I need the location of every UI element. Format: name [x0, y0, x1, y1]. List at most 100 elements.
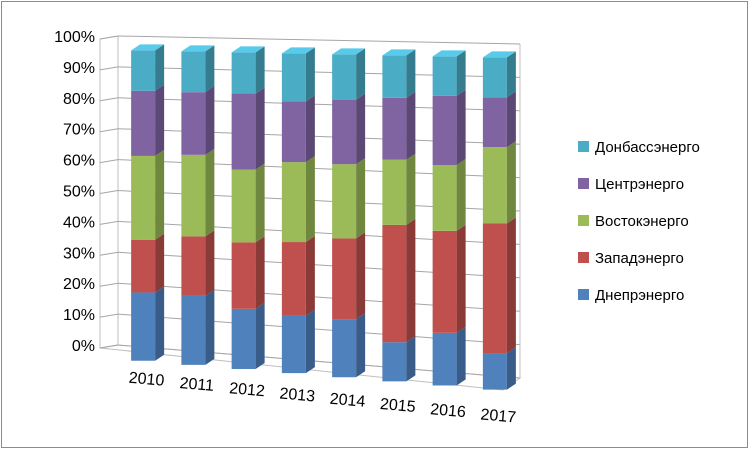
y-tick-label: 90%	[63, 60, 95, 77]
bar-segment-side	[456, 326, 466, 386]
bar-segment-side	[456, 224, 466, 333]
bar-segment	[432, 165, 457, 231]
bar-segment-side	[205, 148, 215, 237]
bar-segment-side	[356, 232, 366, 320]
bar-segment	[332, 99, 357, 165]
bar-segment	[482, 223, 507, 354]
bar-segment-side	[155, 233, 165, 293]
gridline-depth	[99, 66, 119, 71]
bar-segment	[281, 242, 306, 316]
bar-top	[181, 45, 215, 52]
bar-segment	[181, 295, 206, 365]
y-tick-label: 10%	[63, 307, 95, 324]
bar-segment-side	[356, 313, 366, 378]
bar-segment	[131, 90, 156, 156]
bar-segment-side	[255, 302, 265, 369]
bar-segment	[181, 154, 206, 237]
gridline-depth	[99, 97, 119, 102]
x-tick-label: 2017	[480, 406, 517, 426]
bar-segment	[432, 56, 457, 96]
bar-segment-side	[506, 141, 516, 224]
legend-swatch	[578, 252, 589, 263]
bar-segment-side	[205, 230, 215, 296]
x-tick-label: 2014	[329, 391, 366, 411]
legend-label: Западэнерго	[595, 250, 684, 267]
bar-segment	[332, 319, 357, 378]
bar-segment-side	[305, 47, 315, 102]
gridline-depth	[99, 282, 119, 287]
bar-segment-side	[205, 86, 215, 155]
legend: Донбассэнерго Центрэнерго Востокэнерго Запа…	[578, 139, 700, 304]
bar-segment-side	[305, 309, 315, 374]
bar-segment	[332, 238, 357, 320]
gridline-depth	[99, 251, 119, 256]
x-tick-label: 2015	[379, 396, 416, 416]
bar-segment	[131, 155, 156, 240]
bar-segment	[281, 53, 306, 102]
bar-segment	[231, 93, 256, 170]
bar-segment	[482, 97, 507, 148]
bar-top	[281, 47, 315, 54]
gridline-depth	[99, 190, 119, 194]
y-axis-ticks: 0% 10% 20% 30% 40% 50% 60% 70% 80% 90% 100%	[54, 29, 95, 355]
x-tick-label: 2016	[430, 401, 467, 421]
bar-segment-side	[255, 163, 265, 243]
gridline-depth	[99, 35, 119, 40]
bar-segment	[231, 308, 256, 369]
y-tick-label: 30%	[63, 245, 95, 262]
bar-segment-side	[255, 46, 265, 94]
bar-segment	[181, 236, 206, 296]
gridline-depth	[99, 344, 119, 349]
legend-label: Востокэнерго	[595, 213, 689, 230]
bar-segment-side	[255, 236, 265, 309]
bar-segment-side	[155, 44, 165, 91]
bar-segment	[181, 92, 206, 155]
bar-segment-side	[406, 336, 416, 382]
x-axis-ticks: 2010 2011 2012 2013 2014 2015 2016 2017	[128, 370, 517, 427]
bar-segment	[281, 162, 306, 243]
bar-segment	[432, 230, 457, 333]
bar-segment	[231, 52, 256, 94]
bar-segment-side	[205, 45, 215, 93]
bar-top	[432, 50, 466, 57]
y-tick-label: 60%	[63, 153, 95, 170]
gridline-depth	[99, 128, 119, 133]
bar-segment	[181, 51, 206, 93]
bar-segment-side	[305, 156, 315, 243]
bars	[131, 44, 516, 390]
bar-segment-side	[456, 159, 466, 231]
bar-segment-side	[205, 289, 215, 365]
bar-segment-side	[406, 153, 416, 225]
x-tick-label: 2010	[128, 370, 165, 390]
y-tick-label: 20%	[63, 276, 95, 293]
bar-top	[231, 46, 265, 53]
bar-segment-side	[506, 91, 516, 148]
bar-top	[482, 51, 516, 58]
bar-segment	[131, 292, 156, 361]
bar-top	[332, 48, 366, 55]
bar-top	[131, 44, 165, 51]
bar-segment	[482, 57, 507, 98]
bar-segment	[131, 239, 156, 293]
y-tick-label: 70%	[63, 122, 95, 139]
bar-segment-side	[305, 236, 315, 316]
bar-segment-side	[255, 87, 265, 170]
y-tick-label: 40%	[63, 214, 95, 231]
bar-segment-side	[356, 158, 366, 239]
gridline	[117, 35, 521, 45]
bar-segment-side	[356, 48, 366, 100]
x-tick-label: 2011	[179, 375, 215, 395]
bar-segment	[281, 101, 306, 163]
bar-segment	[382, 97, 407, 160]
bar-segment	[231, 242, 256, 309]
bar-segment	[382, 224, 407, 343]
bar-segment	[332, 164, 357, 239]
bar-segment-side	[406, 91, 416, 160]
bar-segment-side	[506, 217, 516, 354]
bar-segment-side	[506, 51, 516, 98]
legend-label: Днепрэнерго	[595, 287, 684, 304]
legend-swatch	[578, 178, 589, 189]
bar-segment-side	[155, 286, 165, 361]
